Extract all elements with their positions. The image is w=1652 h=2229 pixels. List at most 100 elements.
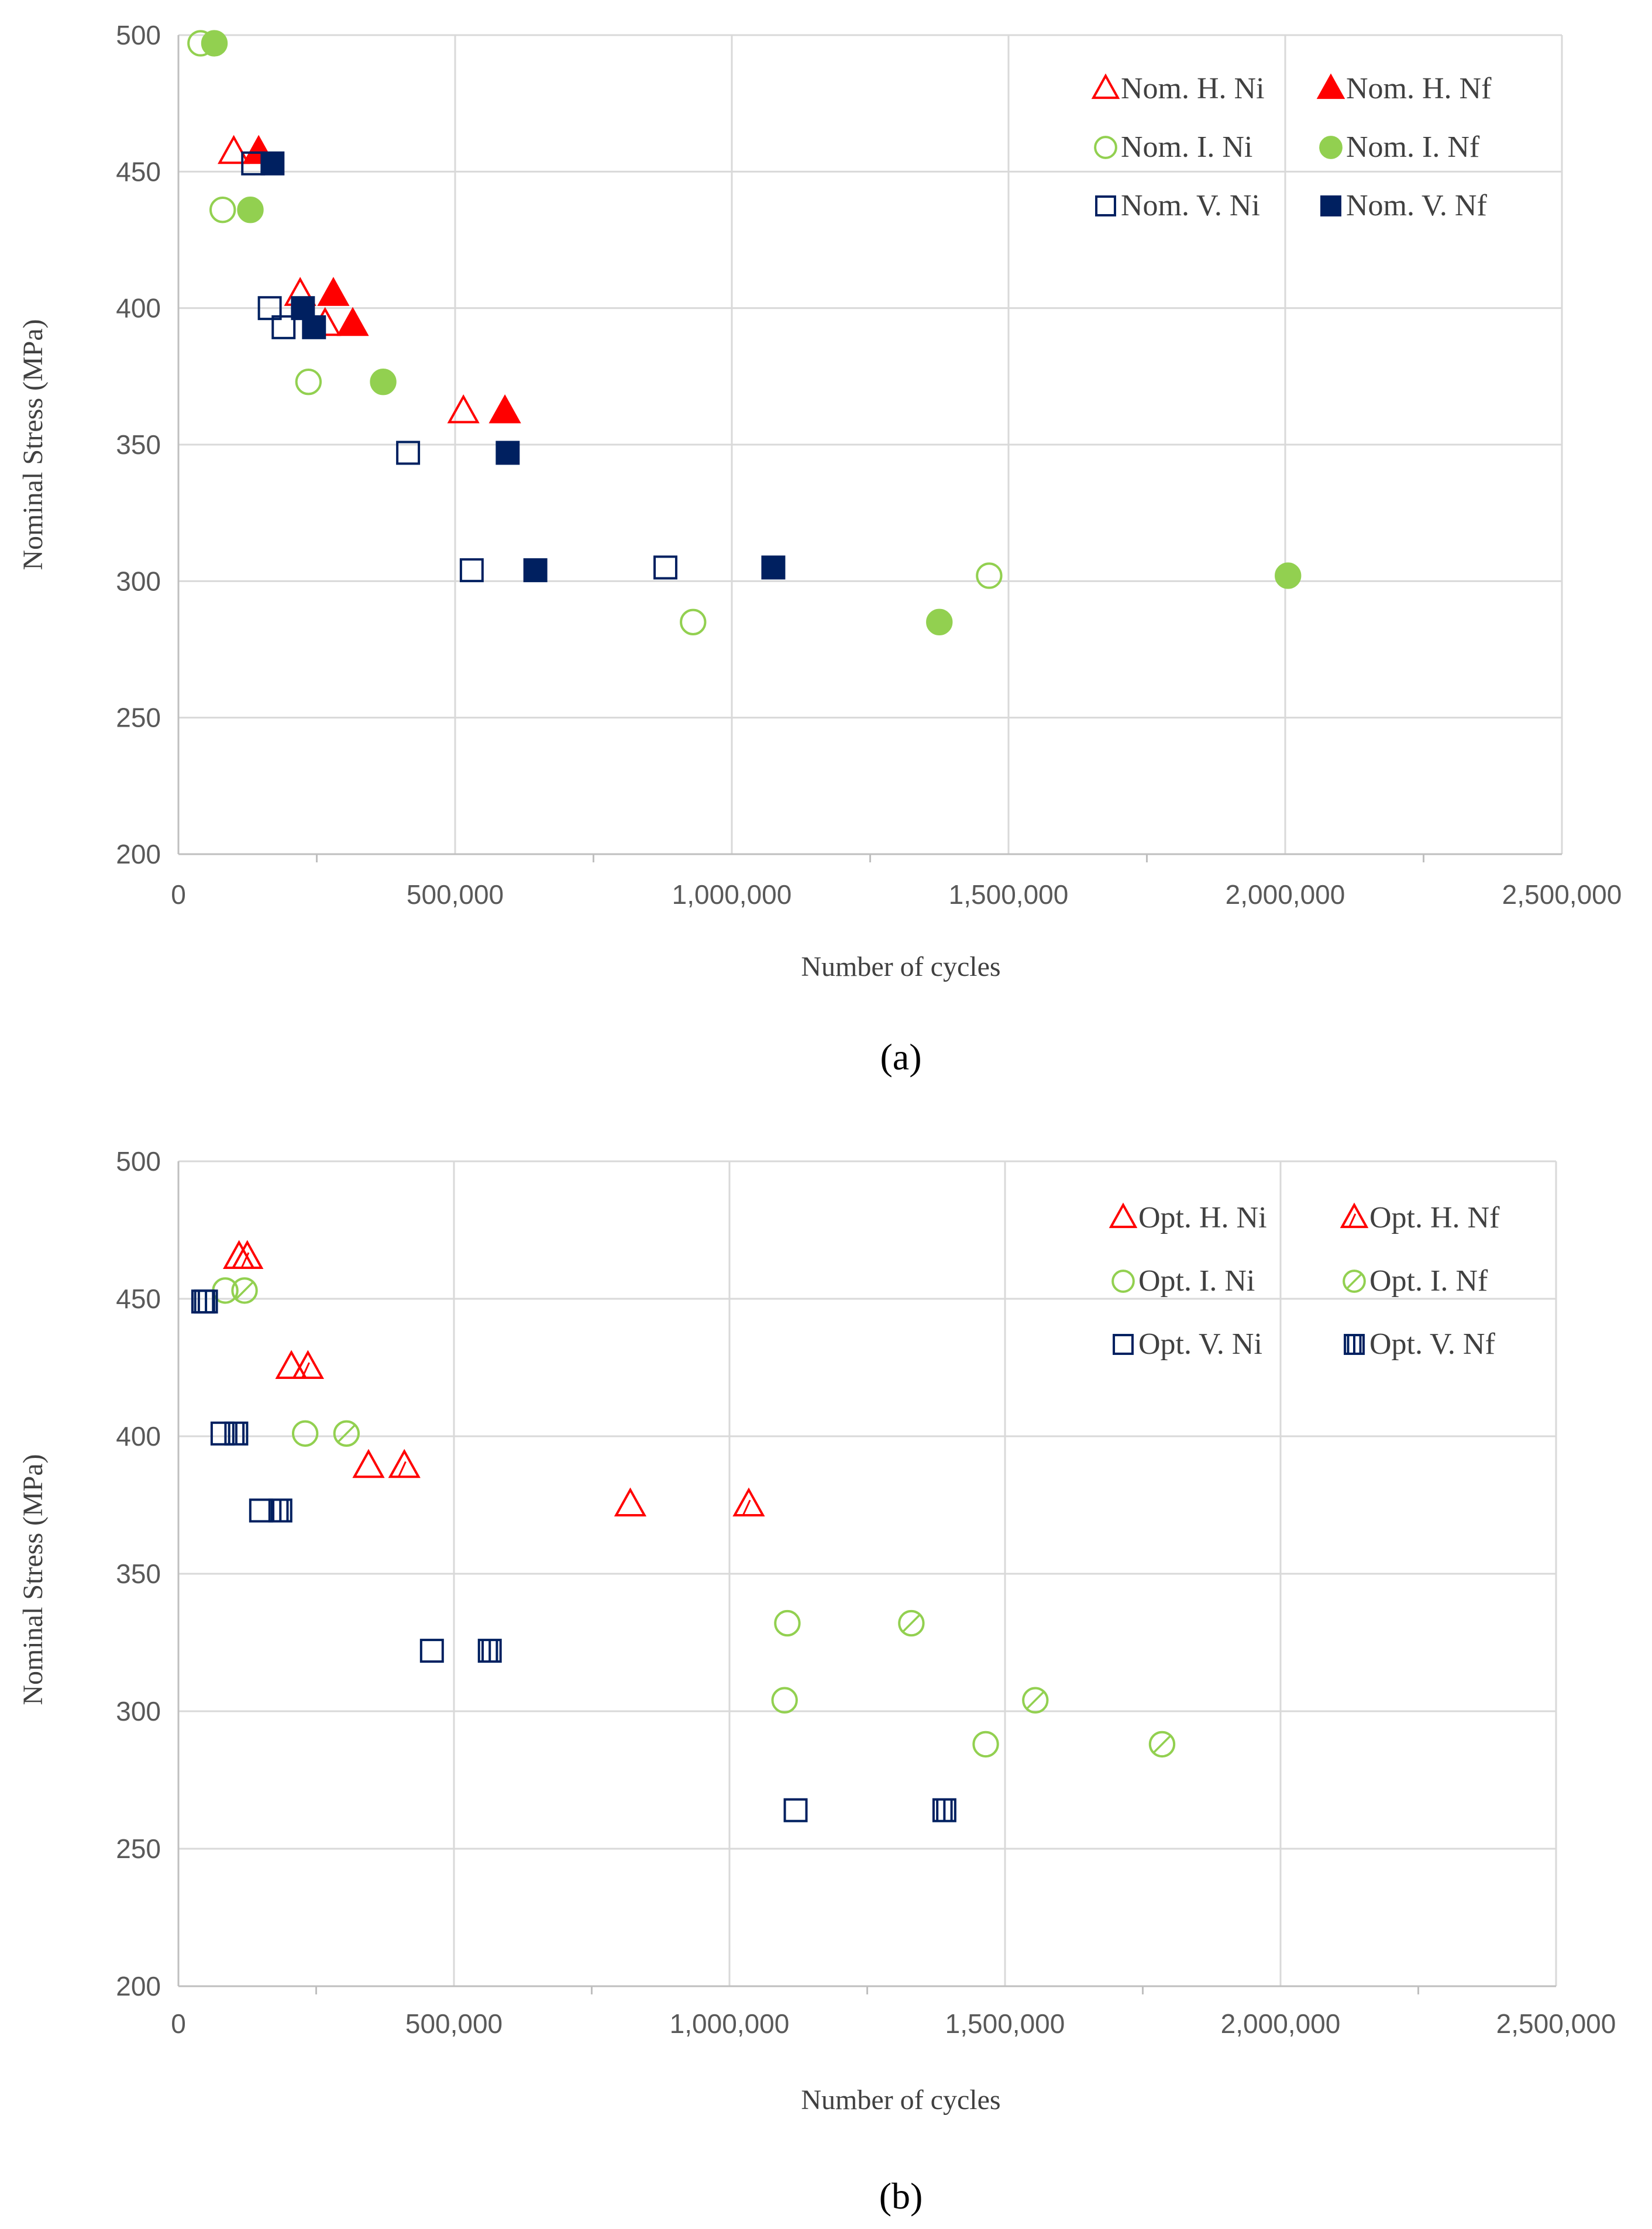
chart-a-point: [302, 315, 326, 339]
chart-a-point: [370, 368, 397, 395]
chart-b-y-axis-title: Nominal Stress (MPa): [18, 1454, 49, 1705]
chart-a-point: [680, 608, 707, 636]
chart-a-y-tick-label: 200: [116, 839, 161, 869]
chart-b-point: [732, 1487, 765, 1517]
chart-b-x-tick-label: 0: [171, 2008, 186, 2039]
chart-a: 200 250 300 350 400 450 500 0 500,000 1,000,000 1,…: [18, 20, 1622, 1078]
chart-b-y-tick-label: 450: [116, 1284, 161, 1314]
chart-a-legend-label: Nom. I. Ni: [1121, 130, 1252, 164]
chart-b-point: [333, 1420, 360, 1447]
chart-a-point: [271, 315, 296, 339]
chart-b-point: [210, 1421, 235, 1446]
chart-a-point: [761, 555, 786, 580]
chart-b-legend-item: Opt. I. Nf: [1343, 1264, 1488, 1298]
chart-a-series-2: [187, 30, 1003, 636]
chart-a-point: [336, 307, 369, 336]
chart-b-point: [774, 1609, 801, 1637]
chart-b-point: [972, 1731, 999, 1758]
chart-b-y-tick-label: 400: [116, 1421, 161, 1451]
chart-a-point: [495, 441, 520, 465]
chart-a-point: [1275, 562, 1302, 589]
chart-a-y-tick-label: 500: [116, 20, 161, 50]
chart-b-legend-label: Opt. I. Ni: [1138, 1264, 1255, 1298]
chart-b-y-tick-label: 500: [116, 1146, 161, 1177]
chart-a-legend: Nom. H. Ni Nom. H. Nf Nom. I. Ni Nom. I. Nf…: [1091, 72, 1492, 222]
chart-b-legend-label: Opt. V. Nf: [1369, 1327, 1495, 1361]
chart-b-point: [1022, 1687, 1049, 1714]
chart-b-legend-item: Opt. V. Ni: [1113, 1327, 1262, 1361]
chart-a-point: [257, 296, 282, 321]
chart-a-point: [976, 562, 1003, 589]
chart-a-caption: (a): [880, 1036, 921, 1078]
chart-a-point: [317, 277, 350, 306]
chart-a-y-tick-label: 300: [116, 566, 161, 596]
chart-b-legend-label: Opt. V. Ni: [1138, 1327, 1262, 1361]
chart-b-marks: [191, 1240, 1176, 1822]
chart-b-point: [771, 1687, 798, 1714]
chart-b-point: [388, 1449, 421, 1478]
chart-b-x-tick-label: 500,000: [405, 2008, 503, 2039]
chart-a-point: [201, 30, 228, 57]
chart-b-x-tick-label: 1,000,000: [670, 2008, 790, 2039]
chart-b-legend-item: Opt. V. Nf: [1344, 1327, 1495, 1361]
chart-b-y-tick-label: 250: [116, 1834, 161, 1864]
chart-a-point: [459, 558, 484, 583]
chart-a-legend-item: Nom. H. Ni: [1091, 72, 1265, 105]
chart-b-caption: (b): [879, 2175, 923, 2217]
chart-b-point: [477, 1639, 502, 1663]
chart-a-y-axis-title: Nominal Stress (MPa): [18, 319, 49, 570]
chart-a-y-tick-label: 350: [116, 429, 161, 460]
chart-b-point: [783, 1798, 808, 1822]
chart-a-legend-item: Nom. V. Nf: [1320, 189, 1487, 222]
chart-a-legend-label: Nom. I. Nf: [1346, 130, 1480, 164]
chart-a-point: [447, 394, 480, 424]
chart-a-grid: [177, 34, 1563, 855]
chart-b-point: [614, 1487, 647, 1517]
chart-b-legend-label: Opt. H. Ni: [1138, 1201, 1267, 1234]
chart-a-point: [260, 151, 285, 176]
chart-a-point: [926, 608, 953, 636]
chart-b-series-4: [191, 1289, 808, 1822]
chart-a-point: [295, 368, 322, 395]
chart-b-point: [419, 1639, 444, 1663]
chart-b-point: [231, 1277, 258, 1304]
chart-a-legend-label: Nom. H. Ni: [1121, 72, 1265, 105]
chart-a-series-4: [241, 151, 677, 583]
chart-b-series-0: [223, 1240, 647, 1517]
chart-b-point: [1148, 1731, 1176, 1758]
chart-b-legend: Opt. H. Ni Opt. H. Nf Opt. I. Ni Opt. I. Nf…: [1109, 1201, 1500, 1361]
chart-a-legend-item: Nom. I. Nf: [1319, 130, 1480, 164]
chart-a-legend-label: Nom. V. Ni: [1121, 189, 1260, 222]
chart-a-x-tick-label: 1,000,000: [672, 879, 792, 910]
chart-b-series-1: [231, 1240, 765, 1517]
chart-b-point: [932, 1798, 956, 1822]
chart-a-legend-item: Nom. I. Ni: [1094, 130, 1252, 164]
chart-a-y-tick-label: 400: [116, 293, 161, 324]
chart-b-series-5: [194, 1289, 956, 1822]
chart-a-marks: [187, 30, 1302, 636]
chart-a-x-tick-label: 1,500,000: [949, 879, 1069, 910]
chart-b-legend-item: Opt. H. Ni: [1109, 1201, 1267, 1234]
chart-b-y-tick-label: 300: [116, 1696, 161, 1726]
chart-b-point: [249, 1498, 273, 1523]
chart-b-point: [291, 1350, 324, 1380]
chart-b-x-tick-label: 2,500,000: [1496, 2008, 1616, 2039]
chart-a-y-tick-label: 250: [116, 703, 161, 733]
chart-b-legend-label: Opt. I. Nf: [1369, 1264, 1488, 1298]
chart-b-x-axis-title: Number of cycles: [801, 2084, 1000, 2116]
chart-a-point: [237, 196, 264, 223]
chart-b-point: [268, 1498, 292, 1523]
chart-b-tick-labels: 200 250 300 350 400 450 500 0 500,000 1,000,000 1,…: [116, 1146, 1616, 2039]
chart-b-point: [898, 1609, 925, 1637]
chart-a-x-tick-label: 2,000,000: [1226, 879, 1345, 910]
chart-b-point: [194, 1289, 218, 1314]
chart-a-point: [523, 558, 548, 583]
chart-a-legend-item: Nom. V. Ni: [1095, 189, 1260, 222]
chart-b-point: [275, 1350, 308, 1380]
chart-a-series-5: [260, 151, 786, 583]
chart-a-point: [217, 135, 250, 164]
chart-a-series-0: [217, 135, 480, 424]
chart-b-x-tick-label: 1,500,000: [945, 2008, 1065, 2039]
chart-a-x-tick-label: 2,500,000: [1502, 879, 1622, 910]
